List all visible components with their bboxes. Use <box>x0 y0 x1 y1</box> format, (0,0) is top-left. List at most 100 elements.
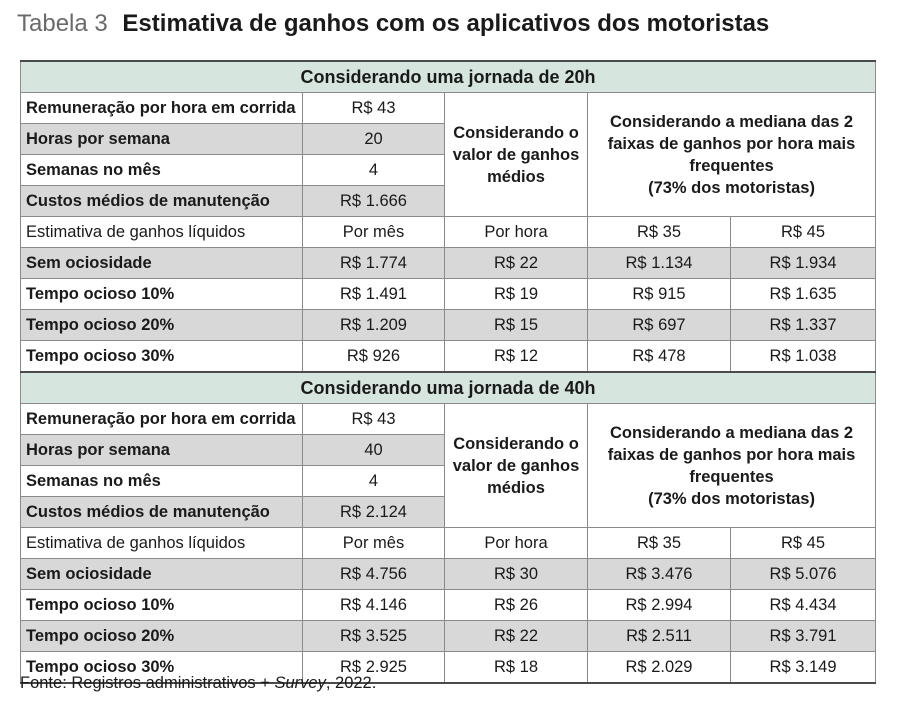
cell-per-hour: R$ 30 <box>444 558 588 590</box>
cell-band-1: R$ 2.994 <box>587 589 731 621</box>
table-row: Tempo ocioso 10% R$ 4.146 R$ 26 R$ 2.994 R$ … <box>20 589 877 621</box>
cell-per-month: R$ 1.774 <box>302 247 445 279</box>
median-note-text: Considerando a mediana das 2 faixas de g… <box>607 423 856 486</box>
cell-per-month: R$ 2.925 <box>302 651 445 684</box>
row-label: Tempo ocioso 30% <box>20 651 303 684</box>
cell-band-2: R$ 3.149 <box>729 651 877 684</box>
param-row: Remuneração por hora em corrida R$ 43 Cons… <box>20 403 877 528</box>
cell-per-month: R$ 3.525 <box>302 620 445 652</box>
col-band-2: R$ 45 <box>729 527 877 559</box>
cell-band-2: R$ 3.791 <box>729 620 877 652</box>
cell-band-2: R$ 1.337 <box>729 309 877 341</box>
param-value: R$ 1.666 <box>302 185 445 217</box>
cell-band-1: R$ 2.511 <box>587 620 731 652</box>
cell-band-1: R$ 3.476 <box>587 558 731 590</box>
cell-band-1: R$ 478 <box>587 340 731 373</box>
cell-per-month: R$ 926 <box>302 340 445 373</box>
col-per-hour: Por hora <box>444 216 588 248</box>
source-prefix: Fonte: Registros administrativos + <box>20 674 275 692</box>
earnings-table: Considerando uma jornada de 20h Remuneraç… <box>19 60 877 684</box>
param-row: Horas por semana 20 <box>20 123 876 155</box>
row-label: Tempo ocioso 20% <box>20 620 303 652</box>
col-band-1: R$ 35 <box>587 216 731 248</box>
cell-band-2: R$ 1.934 <box>729 247 877 279</box>
cell-per-month: R$ 4.146 <box>302 589 445 621</box>
row-label: Sem ociosidade <box>20 558 303 590</box>
cell-band-2: R$ 1.038 <box>729 340 877 373</box>
param-row: Custos médios de manutenção R$ 2.124 <box>20 496 876 528</box>
cell-band-1: R$ 2.029 <box>587 651 731 684</box>
cell-per-hour: R$ 22 <box>444 620 588 652</box>
cell-per-month: R$ 1.491 <box>302 278 445 310</box>
cell-band-1: R$ 915 <box>587 278 731 310</box>
param-row: Custos médios de manutenção R$ 1.666 <box>20 185 876 217</box>
table-row: Sem ociosidade R$ 1.774 R$ 22 R$ 1.134 R$ 1.… <box>20 247 877 279</box>
param-value: R$ 2.124 <box>302 496 445 528</box>
median-earnings-note: Considerando a mediana das 2 faixas de g… <box>586 92 877 217</box>
section-title: Considerando uma jornada de 40h <box>19 371 877 404</box>
row-label: Tempo ocioso 10% <box>20 278 303 310</box>
estimate-header-row: Estimativa de ganhos líquidos Por mês Por … <box>20 216 877 248</box>
cell-band-2: R$ 4.434 <box>729 589 877 621</box>
param-value: 40 <box>302 434 445 466</box>
param-value: 20 <box>302 123 445 155</box>
section-title: Considerando uma jornada de 20h <box>19 60 877 93</box>
source-italic: Survey <box>274 674 326 692</box>
row-label: Tempo ocioso 30% <box>20 340 303 373</box>
estimate-label: Estimativa de ganhos líquidos <box>20 527 303 559</box>
estimate-label: Estimativa de ganhos líquidos <box>20 216 303 248</box>
param-row: Remuneração por hora em corrida R$ 43 Cons… <box>20 92 877 217</box>
source-note: Fonte: Registros administrativos + Surve… <box>20 674 376 693</box>
param-row: Semanas no mês 4 <box>20 465 876 497</box>
row-label: Tempo ocioso 20% <box>20 309 303 341</box>
median-share-text: (73% dos motoristas) <box>648 489 815 508</box>
cell-per-month: R$ 4.756 <box>302 558 445 590</box>
table-row: Tempo ocioso 30% R$ 2.925 R$ 18 R$ 2.029 R$ … <box>20 651 877 684</box>
col-per-month: Por mês <box>302 216 445 248</box>
col-band-2: R$ 45 <box>729 216 877 248</box>
median-note-text: Considerando a mediana das 2 faixas de g… <box>607 112 856 175</box>
param-label: Horas por semana <box>20 123 303 155</box>
median-share-text: (73% dos motoristas) <box>648 178 815 197</box>
section-header-row: Considerando uma jornada de 40h <box>19 371 877 404</box>
col-per-hour: Por hora <box>444 527 588 559</box>
table-row: Tempo ocioso 30% R$ 926 R$ 12 R$ 478 R$ 1.03… <box>20 340 877 373</box>
row-label: Tempo ocioso 10% <box>20 589 303 621</box>
cell-band-2: R$ 5.076 <box>729 558 877 590</box>
table-title: Tabela 3 Estimativa de ganhos com os apl… <box>17 6 769 42</box>
cell-band-2: R$ 1.635 <box>729 278 877 310</box>
col-per-month: Por mês <box>302 527 445 559</box>
param-label: Horas por semana <box>20 434 303 466</box>
param-value: 4 <box>302 154 445 186</box>
param-label: Custos médios de manutenção <box>20 496 303 528</box>
source-suffix: , 2022. <box>325 674 377 692</box>
table-heading: Estimativa de ganhos com os aplicativos … <box>122 10 770 37</box>
cell-per-hour: R$ 18 <box>444 651 588 684</box>
param-label: Remuneração por hora em corrida <box>20 403 303 435</box>
param-label: Semanas no mês <box>20 465 303 497</box>
param-row: Semanas no mês 4 <box>20 154 876 186</box>
earnings-table-body: Considerando uma jornada de 20h Remuneraç… <box>19 60 877 684</box>
section-header-row: Considerando uma jornada de 20h <box>19 60 877 93</box>
cell-per-hour: R$ 19 <box>444 278 588 310</box>
cell-band-1: R$ 697 <box>587 309 731 341</box>
param-value: R$ 43 <box>302 92 445 124</box>
param-label: Semanas no mês <box>20 154 303 186</box>
table-label: Tabela 3 <box>17 10 108 37</box>
median-earnings-note: Considerando a mediana das 2 faixas de g… <box>586 403 877 528</box>
param-value: R$ 43 <box>302 403 445 435</box>
param-label: Remuneração por hora em corrida <box>20 92 303 124</box>
cell-band-1: R$ 1.134 <box>587 247 731 279</box>
table-row: Tempo ocioso 20% R$ 1.209 R$ 15 R$ 697 R$ 1.… <box>20 309 877 341</box>
average-earnings-note: Considerando o valor de ganhos médios <box>444 92 588 217</box>
cell-per-hour: R$ 22 <box>444 247 588 279</box>
table-row: Tempo ocioso 20% R$ 3.525 R$ 22 R$ 2.511 R$ … <box>20 620 877 652</box>
estimate-header-row: Estimativa de ganhos líquidos Por mês Por … <box>20 527 877 559</box>
col-band-1: R$ 35 <box>587 527 731 559</box>
cell-per-hour: R$ 12 <box>444 340 588 373</box>
param-label: Custos médios de manutenção <box>20 185 303 217</box>
table-row: Sem ociosidade R$ 4.756 R$ 30 R$ 3.476 R$ 5.… <box>20 558 877 590</box>
row-label: Sem ociosidade <box>20 247 303 279</box>
cell-per-hour: R$ 26 <box>444 589 588 621</box>
param-value: 4 <box>302 465 445 497</box>
